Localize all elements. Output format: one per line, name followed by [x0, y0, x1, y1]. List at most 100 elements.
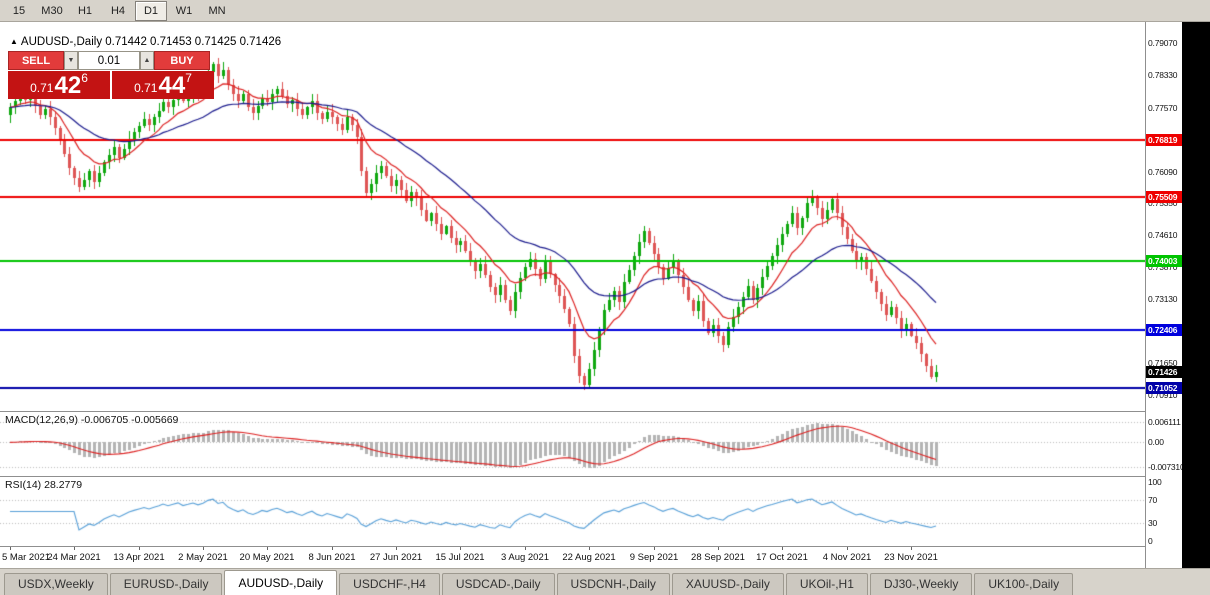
time-label: 3 Aug 2021 — [500, 552, 550, 563]
tab-usdcad-daily[interactable]: USDCAD-,Daily — [441, 573, 555, 595]
time-scale[interactable]: 5 Mar 2021 24 Mar 2021 13 Apr 2021 2 May 20… — [0, 547, 1145, 568]
scale-tick-label: 0.70910 — [1148, 390, 1178, 400]
tab-audusd-daily[interactable]: AUDUSD-,Daily — [224, 570, 338, 595]
timeframe-button-w1[interactable]: W1 — [175, 4, 193, 17]
time-label: 27 Jun 2021 — [369, 552, 423, 563]
time-tick — [139, 547, 140, 550]
time-tick — [460, 547, 461, 550]
time-tick — [782, 547, 783, 550]
buy-price-sup: 7 — [185, 71, 192, 85]
scale-tick-label: 0 — [1148, 536, 1153, 546]
scale-tick-label: 0.74610 — [1148, 230, 1178, 240]
time-label: 13 Apr 2021 — [113, 552, 165, 563]
time-label: 5 Mar 2021 — [2, 552, 51, 563]
buy-price-display[interactable]: 0.71 44 7 — [112, 71, 214, 99]
timeframe-button-h4[interactable]: H4 — [110, 4, 126, 17]
macd-label: MACD(12,26,9) -0.006705 -0.005669 — [5, 414, 178, 426]
time-label: 28 Sep 2021 — [691, 552, 745, 563]
rsi-label: RSI(14) 28.2779 — [5, 479, 82, 491]
tab-eurusd-daily[interactable]: EURUSD-,Daily — [109, 573, 223, 595]
time-label: 15 Jul 2021 — [435, 552, 485, 563]
timeframe-button-h1[interactable]: H1 — [77, 4, 93, 17]
right-margin — [1182, 22, 1210, 568]
price-badge-0.75509: 0.75509 — [1146, 191, 1182, 203]
price-badge-0.74003: 0.74003 — [1146, 255, 1182, 267]
price-badge-0.71052: 0.71052 — [1146, 382, 1182, 394]
price-badge-0.72406: 0.72406 — [1146, 324, 1182, 336]
time-tick — [718, 547, 719, 550]
tab-usdx-weekly[interactable]: USDX,Weekly — [4, 573, 108, 595]
scale-tick-label: 0.71650 — [1148, 358, 1178, 368]
time-label: 20 May 2021 — [239, 552, 295, 563]
chart-title: ▲ AUDUSD-,Daily 0.71442 0.71453 0.71425 0… — [10, 36, 281, 48]
scale-tick-label: 0.006111 — [1148, 417, 1181, 427]
tab-usdchf-h4[interactable]: USDCHF-,H4 — [339, 573, 440, 595]
buy-price-small: 0.71 — [134, 81, 158, 95]
timeframe-button-d1[interactable]: D1 — [135, 0, 167, 21]
scale-tick-label: 30 — [1148, 518, 1158, 528]
sell-button[interactable]: SELL — [8, 51, 64, 70]
time-tick — [332, 547, 333, 550]
time-tick — [589, 547, 590, 550]
timeframe-toolbar: 15 M30 H1 H4 D1 W1 MN — [0, 0, 1210, 22]
time-tick — [654, 547, 655, 550]
time-label: 17 Oct 2021 — [756, 552, 808, 563]
sell-price-display[interactable]: 0.71 42 6 — [8, 71, 110, 99]
time-label: 2 May 2021 — [178, 552, 228, 563]
tab-ukoil-h1[interactable]: UKOil-,H1 — [785, 573, 868, 595]
scale-tick-label: 100 — [1148, 477, 1162, 487]
chart-ohlc-values: 0.71442 0.71453 0.71425 0.71426 — [105, 36, 282, 48]
scale-tick-label: 0.73130 — [1148, 294, 1178, 304]
price-badge-0.71426: 0.71426 — [1146, 366, 1182, 378]
macd-name: MACD(12,26,9) — [5, 414, 78, 426]
price-scale[interactable]: 0.79070 0.78330 0.77570 0.76090 0.75350 0.746… — [1145, 22, 1182, 568]
scale-tick-label: 0.77570 — [1148, 103, 1178, 113]
price-badge-0.76819: 0.76819 — [1146, 134, 1182, 146]
symbol-marker-icon: ▲ — [10, 37, 18, 46]
macd-values: -0.006705 -0.005669 — [80, 414, 179, 426]
buy-button[interactable]: BUY — [154, 51, 210, 70]
time-tick — [267, 547, 268, 550]
scale-tick-label: -0.007310 — [1148, 462, 1182, 472]
tab-dj30-weekly[interactable]: DJ30-,Weekly — [869, 573, 973, 595]
time-tick — [396, 547, 397, 550]
one-click-trading-widget: SELL ▼ ▲ BUY 0.71 42 6 0.71 44 7 — [8, 51, 214, 99]
volume-increase-button[interactable]: ▲ — [140, 51, 154, 70]
time-label: 22 Aug 2021 — [562, 552, 616, 563]
time-label: 8 Jun 2021 — [308, 552, 356, 563]
timeframe-button-mn[interactable]: MN — [208, 4, 226, 17]
volume-decrease-button[interactable]: ▼ — [64, 51, 78, 70]
volume-input[interactable] — [78, 51, 140, 70]
time-tick — [74, 547, 75, 550]
timeframe-button-m30[interactable]: M30 — [41, 4, 63, 17]
sell-price-big: 42 — [54, 72, 82, 99]
rsi-panel-canvas[interactable] — [0, 477, 1145, 546]
tab-xauusd-daily[interactable]: XAUUSD-,Daily — [671, 573, 784, 595]
macd-panel-canvas[interactable] — [0, 412, 1145, 476]
scale-tick-label: 0.76090 — [1148, 167, 1178, 177]
panel-separator — [0, 411, 1145, 412]
time-label: 4 Nov 2021 — [822, 552, 872, 563]
scale-tick-label: 0.00 — [1148, 437, 1164, 447]
rsi-value: 28.2779 — [44, 479, 83, 491]
panel-separator — [0, 476, 1145, 477]
buy-price-big: 44 — [158, 72, 186, 99]
time-label: 23 Nov 2021 — [884, 552, 938, 563]
sell-price-small: 0.71 — [30, 81, 54, 95]
time-label: 24 Mar 2021 — [47, 552, 101, 563]
time-tick — [911, 547, 912, 550]
chart-window: ▲ AUDUSD-,Daily 0.71442 0.71453 0.71425 0… — [0, 22, 1182, 568]
tab-usdcnh-daily[interactable]: USDCNH-,Daily — [556, 573, 670, 595]
chart-symbol-period: AUDUSD-,Daily — [20, 36, 103, 48]
tab-uk100-daily[interactable]: UK100-,Daily — [974, 573, 1074, 595]
time-tick — [203, 547, 204, 550]
scale-tick-label: 0.79070 — [1148, 38, 1178, 48]
scale-tick-label: 0.73870 — [1148, 262, 1178, 272]
panel-separator — [0, 546, 1145, 547]
chart-tabs: USDX,Weekly EURUSD-,Daily AUDUSD-,Daily USD… — [0, 568, 1210, 595]
timeframe-button-15[interactable]: 15 — [12, 4, 26, 17]
time-tick — [847, 547, 848, 550]
time-tick — [10, 547, 11, 550]
rsi-name: RSI(14) — [5, 479, 42, 491]
